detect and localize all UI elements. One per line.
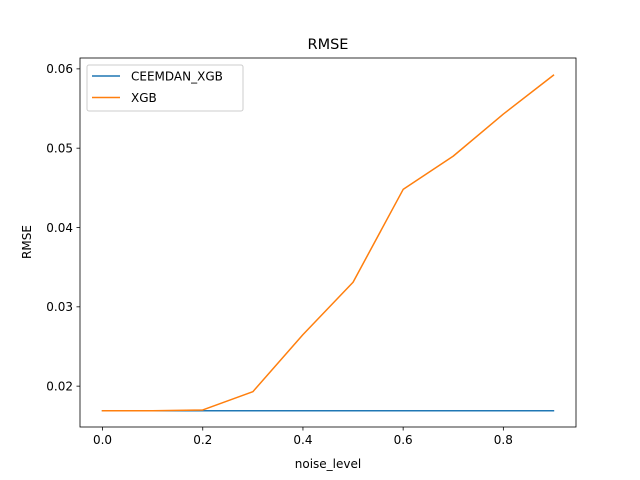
y-axis-ticks: 0.02 0.03 0.04 0.05 0.06 xyxy=(46,62,80,393)
plot-area xyxy=(80,58,576,427)
axes-frame xyxy=(79,57,577,428)
y-axis-label: RMSE xyxy=(20,225,34,259)
legend-label-1: XGB xyxy=(131,91,157,105)
series-lines xyxy=(101,74,555,412)
x-axis-ticks: 0.0 0.2 0.4 0.6 0.8 xyxy=(93,427,513,447)
y-tick-label: 0.03 xyxy=(46,300,73,314)
series-line-1 xyxy=(101,74,555,412)
x-tick-label: 0.6 xyxy=(394,433,413,447)
x-tick-label: 0.2 xyxy=(193,433,212,447)
y-tick-label: 0.05 xyxy=(46,141,73,155)
legend-label-0: CEEMDAN_XGB xyxy=(131,69,223,83)
x-tick-label: 0.0 xyxy=(93,433,112,447)
y-tick-label: 0.06 xyxy=(46,62,73,76)
chart-title: RMSE xyxy=(308,37,349,53)
x-tick-label: 0.8 xyxy=(494,433,513,447)
legend: CEEMDAN_XGB XGB xyxy=(86,64,244,112)
x-axis-label: noise_level xyxy=(295,457,361,471)
legend-box xyxy=(86,64,244,112)
y-tick-label: 0.02 xyxy=(46,379,73,393)
x-tick-label: 0.4 xyxy=(293,433,312,447)
y-tick-label: 0.04 xyxy=(46,221,73,235)
